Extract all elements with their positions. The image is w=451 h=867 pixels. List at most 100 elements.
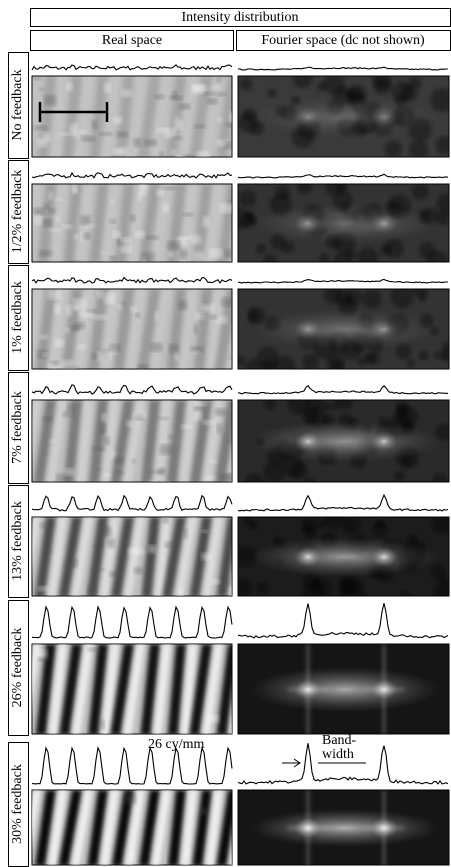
speckle [134,230,146,238]
stripe-light [129,76,145,157]
bandwidth-annotation: Band- [322,733,357,748]
speckle [64,327,71,333]
stripe [34,517,56,596]
speckle [178,103,191,110]
intensity-profile [31,64,233,71]
speckle [229,356,232,360]
stripe-light [101,289,119,369]
fourier-profile [237,384,449,395]
speckle [195,312,207,320]
speckle [155,189,164,197]
mottle [318,253,330,262]
speckle [133,566,144,575]
speckle [190,234,202,245]
speckle [180,424,192,430]
speckle [165,127,177,138]
mottle [336,184,349,193]
speckle [143,139,157,147]
speckle [139,185,149,189]
speckle [56,473,69,482]
speckle [109,255,118,262]
speckle [92,568,106,572]
intensity-profile [31,384,233,395]
halo [250,537,440,577]
speckle [37,657,49,662]
stripe [35,289,56,369]
speckle [72,298,87,310]
speckle [217,117,223,123]
fourier-profile [238,603,449,639]
stripe-light [229,848,232,865]
speckle [66,402,75,413]
mottle [393,470,405,482]
speckle [193,324,198,334]
speckle [99,719,105,730]
mottle [264,400,277,410]
stripe-light [229,579,232,596]
bandwidth-annotation: width [322,747,354,762]
speckle [92,544,103,549]
speckle [214,408,227,416]
mottle [263,461,286,482]
speckle [51,360,60,367]
mottle [343,517,360,535]
peak [370,107,398,127]
speckle [114,456,124,465]
mottle [256,581,270,595]
speckle [73,234,79,240]
stripe [58,790,82,865]
fourier-profile [237,493,449,512]
speckle [223,472,232,481]
speckle [204,157,218,166]
speckle [85,368,92,369]
speckle [72,131,79,138]
speckle [205,475,217,481]
speckle [74,305,81,312]
speckle [62,224,73,229]
intensity-profile [31,276,233,284]
stripes [32,289,232,369]
stripe-light [32,289,41,369]
mottle [395,343,412,359]
speckle [103,82,111,93]
speckle [164,541,175,549]
speckle [85,308,97,313]
mottle [238,578,253,596]
mottle [316,519,326,529]
speckle [130,851,135,863]
stripe-light [123,400,145,482]
stripe-light [179,400,197,482]
speckle [193,251,205,261]
row-label-box [8,265,29,371]
fourier-profile [237,173,449,179]
stripe [189,517,212,596]
bandwidth-arrow [282,758,330,768]
stripe-light [100,790,119,865]
speckle [209,248,223,258]
speckle [37,585,49,592]
mottle [408,139,429,157]
speckle [170,149,177,155]
speckle [216,76,222,83]
mottle [303,477,316,482]
speckle [202,216,211,228]
speckle [128,157,133,163]
speckle [210,85,220,89]
speckle [42,218,53,228]
stripe-light [48,644,67,734]
speckle [100,251,105,255]
stripe-light [229,715,232,734]
speckle [87,647,100,652]
speckle [44,94,57,106]
mottle [267,88,278,99]
speckle [194,410,203,421]
speckle [200,303,215,312]
speckle [216,315,228,324]
stripe [189,76,212,157]
mottle [436,193,449,215]
mottle [296,184,313,195]
speckle [32,76,41,81]
speckle [42,132,51,142]
row: 1% feedback [8,265,450,371]
speckle [190,346,205,353]
